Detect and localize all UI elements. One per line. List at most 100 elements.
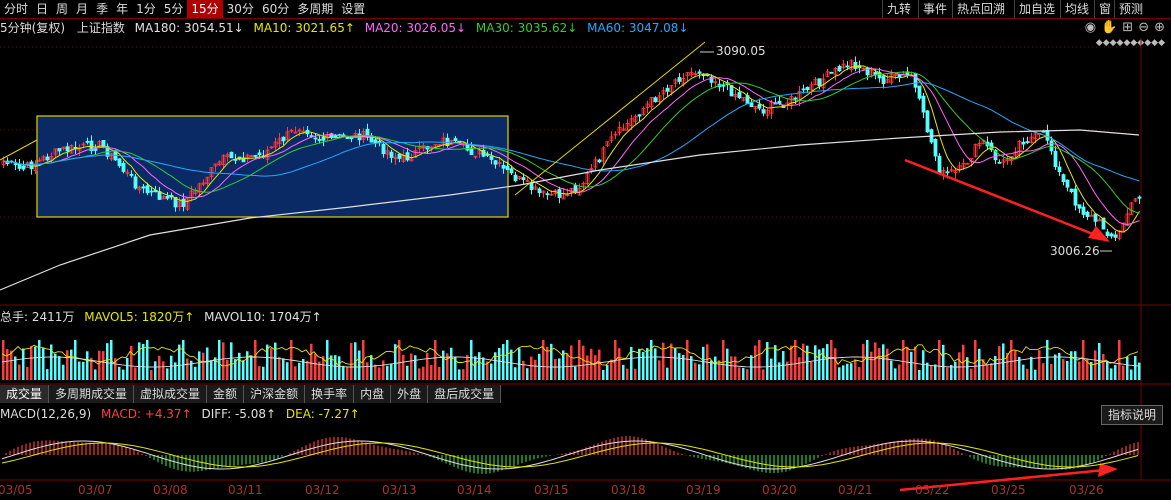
index-name[interactable]: 上证指数 bbox=[76, 21, 125, 35]
candle-body bbox=[893, 73, 898, 76]
period-tab-7[interactable]: 5分 bbox=[163, 2, 184, 16]
candle-body bbox=[45, 156, 50, 161]
candle-body bbox=[993, 149, 998, 161]
indicator-help-button[interactable]: 指标说明 bbox=[1100, 405, 1163, 425]
candle-body bbox=[313, 137, 318, 140]
candle-body bbox=[789, 96, 794, 105]
volume-bar bbox=[386, 365, 389, 380]
indicator-tab-6[interactable]: 内盘 bbox=[354, 385, 392, 403]
volume-bar bbox=[666, 367, 669, 380]
candle-body bbox=[1061, 174, 1066, 182]
candle-body bbox=[409, 158, 414, 162]
volume-bar bbox=[1018, 356, 1021, 380]
volume-bar bbox=[646, 348, 649, 380]
volume-bar bbox=[366, 362, 369, 380]
candle-body bbox=[1069, 188, 1074, 192]
indicator-tab-7[interactable]: 外盘 bbox=[391, 385, 429, 403]
volume-bar bbox=[34, 346, 37, 380]
candle-body bbox=[669, 85, 674, 93]
candle-body bbox=[1129, 202, 1134, 215]
candle-body bbox=[1017, 140, 1022, 155]
period-tab-5[interactable]: 年 bbox=[116, 2, 129, 16]
toolbar-button-4[interactable]: 均线 bbox=[1060, 0, 1093, 18]
volume-bar bbox=[58, 356, 61, 380]
period-tab-6[interactable]: 1分 bbox=[136, 2, 156, 16]
volume-bar bbox=[238, 352, 241, 380]
volume-bar bbox=[70, 349, 73, 380]
volume-bar bbox=[430, 365, 433, 380]
volume-bar bbox=[1034, 369, 1037, 380]
period-tab-12[interactable]: 设置 bbox=[341, 2, 366, 16]
candle-body bbox=[381, 143, 386, 155]
candle-body bbox=[393, 156, 398, 160]
indicator-tab-1[interactable]: 多周期成交量 bbox=[49, 385, 135, 403]
volume-bar bbox=[462, 369, 465, 380]
candle-body bbox=[529, 182, 534, 190]
indicator-tab-2[interactable]: 虚拟成交量 bbox=[134, 385, 208, 403]
trend-line bbox=[514, 41, 706, 196]
candle-body bbox=[685, 72, 690, 77]
volume-bar bbox=[194, 366, 197, 380]
candle-body bbox=[1065, 179, 1070, 188]
volume-bar bbox=[226, 359, 229, 380]
candle-body bbox=[61, 146, 66, 149]
indicator-tab-4[interactable]: 沪深金额 bbox=[244, 385, 306, 403]
candle-body bbox=[657, 95, 662, 102]
diff-value: DIFF: -5.08↑ bbox=[201, 407, 277, 421]
candle-body bbox=[277, 138, 282, 145]
toolbar-button-2[interactable]: 热点回溯 bbox=[952, 0, 1009, 18]
volume-bar bbox=[722, 340, 725, 380]
candle-body bbox=[629, 118, 634, 127]
indicator-tab-5[interactable]: 换手率 bbox=[305, 385, 355, 403]
volume-bar bbox=[710, 360, 713, 380]
toolbar-button-0[interactable]: 九转 bbox=[882, 0, 915, 18]
toolbar-button-6[interactable]: 预测 bbox=[1114, 0, 1147, 18]
toolbar-button-1[interactable]: 事件 bbox=[918, 0, 951, 18]
volume-bar bbox=[574, 366, 577, 380]
crosshair-icon[interactable]: ⊞ bbox=[1122, 20, 1134, 35]
candle-body bbox=[801, 88, 806, 91]
candle-body bbox=[937, 155, 942, 173]
volume-bar bbox=[718, 360, 721, 380]
toolbar-button-5[interactable]: 窗 bbox=[1094, 0, 1115, 18]
toolbar-button-3[interactable]: 加自选 bbox=[1014, 0, 1059, 18]
period-tab-0[interactable]: 分时 bbox=[4, 2, 29, 16]
volume-bar bbox=[106, 343, 109, 380]
volume-bar bbox=[810, 361, 813, 380]
main-legend: 5分钟(复权) 上证指数 MA180: 3054.51↓ MA10: 3021.… bbox=[0, 20, 695, 36]
candle-body bbox=[53, 148, 58, 155]
volume-bar bbox=[994, 355, 997, 380]
period-tab-2[interactable]: 周 bbox=[56, 2, 69, 16]
candle-body bbox=[165, 196, 170, 199]
period-tab-11[interactable]: 多周期 bbox=[297, 2, 334, 16]
volume-bar bbox=[746, 369, 749, 380]
hand-icon[interactable]: ✋ bbox=[1101, 20, 1118, 35]
period-tab-3[interactable]: 月 bbox=[76, 2, 89, 16]
volume-bar bbox=[954, 361, 957, 380]
eye-icon[interactable]: ◉ bbox=[1084, 20, 1097, 35]
volume-bar bbox=[458, 369, 461, 380]
drag-handle-icon[interactable]: ◆◆◆◆◆◆◆◆◆◆ bbox=[1095, 38, 1165, 48]
candle-body bbox=[509, 168, 514, 174]
candle-body bbox=[293, 131, 298, 134]
candle-body bbox=[973, 143, 978, 157]
period-tab-10[interactable]: 60分 bbox=[261, 2, 290, 16]
volume-bar bbox=[426, 352, 429, 380]
candle-body bbox=[945, 171, 950, 174]
indicator-tab-8[interactable]: 盘后成交量 bbox=[428, 385, 502, 403]
period-tab-8[interactable]: 15分 bbox=[187, 0, 223, 18]
candle-body bbox=[101, 140, 106, 148]
candle-body bbox=[385, 150, 390, 155]
zoom-in-icon[interactable]: ⊕ bbox=[1154, 20, 1165, 35]
period-tab-4[interactable]: 季 bbox=[96, 2, 109, 16]
volume-bar bbox=[342, 365, 345, 380]
chart-title: 5分钟(复权) bbox=[0, 21, 65, 35]
period-tab-1[interactable]: 日 bbox=[36, 2, 49, 16]
indicator-tab-0[interactable]: 成交量 bbox=[0, 385, 50, 403]
volume-bar bbox=[514, 367, 517, 380]
indicator-tab-3[interactable]: 金额 bbox=[207, 385, 245, 403]
candle-body bbox=[913, 73, 918, 88]
zoom-out-icon[interactable]: ⊖ bbox=[1138, 20, 1150, 35]
period-tab-9[interactable]: 30分 bbox=[226, 2, 254, 16]
